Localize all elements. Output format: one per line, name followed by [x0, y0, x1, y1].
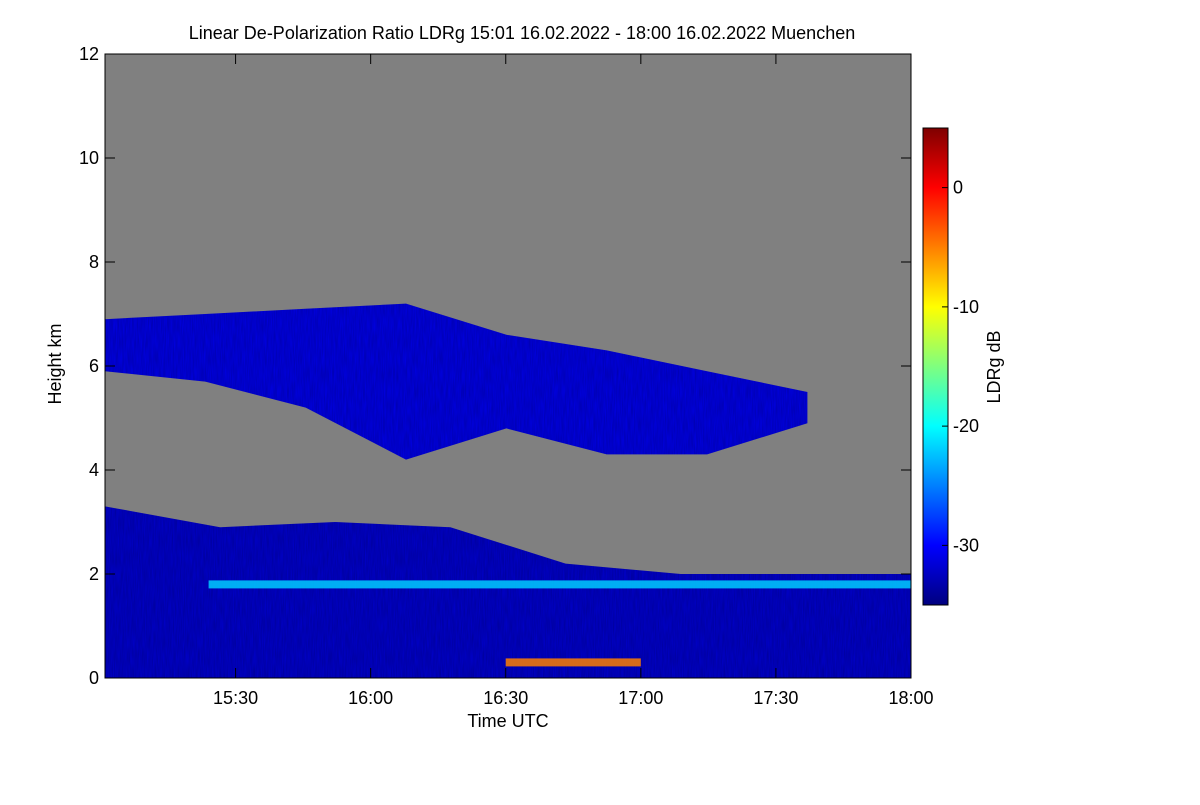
y-tick-label: 10 — [79, 148, 99, 168]
x-tick-label: 18:00 — [888, 688, 933, 708]
colorbar-tick-label: 0 — [953, 178, 963, 198]
colorbar — [922, 127, 949, 606]
y-tick-label: 12 — [79, 44, 99, 64]
x-tick-label: 16:00 — [348, 688, 393, 708]
heatmap-data — [105, 303, 911, 678]
y-tick-label: 6 — [89, 356, 99, 376]
chart-title: Linear De-Polarization Ratio LDRg 15:01 … — [189, 23, 855, 43]
region-depolarizing-layer-at-1-8-km — [208, 580, 911, 589]
colorbar-axis: 0 -10 -20 -30 — [942, 178, 979, 555]
colorbar-tick-label: -10 — [953, 297, 979, 317]
x-tick-label: 16:30 — [483, 688, 528, 708]
y-tick-label: 4 — [89, 460, 99, 480]
y-tick-label: 8 — [89, 252, 99, 272]
x-axis-label: Time UTC — [467, 711, 548, 731]
region-upper-cirrus-layer-top-edge-texture — [105, 303, 808, 460]
x-tick-label: 15:30 — [213, 688, 258, 708]
region-aerosol-band-near-ground — [505, 658, 641, 667]
x-axis: 15:30 16:00 16:30 17:00 17:30 18:00 — [213, 54, 934, 708]
y-tick-label: 0 — [89, 668, 99, 688]
region-lower-boundary-layer-texture — [105, 506, 911, 678]
y-axis-label: Height km — [45, 323, 65, 404]
x-tick-label: 17:00 — [618, 688, 663, 708]
colorbar-label: LDRg dB — [984, 330, 1004, 403]
colorbar-tick-label: -20 — [953, 416, 979, 436]
y-axis: 0 2 4 6 8 10 12 — [79, 44, 911, 688]
colorbar-tick-label: -30 — [953, 535, 979, 555]
y-tick-label: 2 — [89, 564, 99, 584]
x-tick-label: 17:30 — [753, 688, 798, 708]
